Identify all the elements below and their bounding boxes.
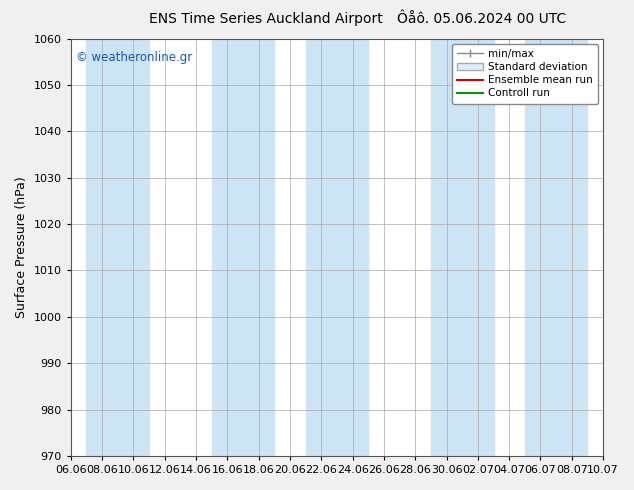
Y-axis label: Surface Pressure (hPa): Surface Pressure (hPa) xyxy=(15,176,28,318)
Legend: min/max, Standard deviation, Ensemble mean run, Controll run: min/max, Standard deviation, Ensemble me… xyxy=(451,44,598,103)
Text: © weatheronline.gr: © weatheronline.gr xyxy=(76,51,192,64)
Text: ENS Time Series Auckland Airport: ENS Time Series Auckland Airport xyxy=(150,12,383,26)
Bar xyxy=(86,39,149,456)
Bar xyxy=(525,39,588,456)
Text: Ôåô. 05.06.2024 00 UTC: Ôåô. 05.06.2024 00 UTC xyxy=(398,12,566,26)
Bar xyxy=(212,39,275,456)
Bar xyxy=(306,39,368,456)
Bar xyxy=(431,39,493,456)
